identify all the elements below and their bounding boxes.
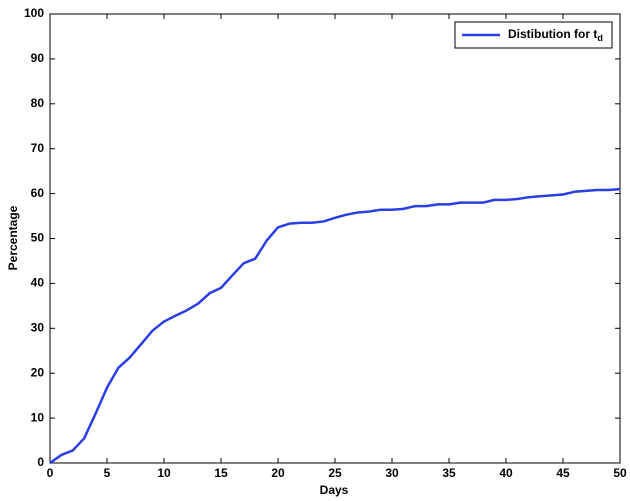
x-tick-label: 50 bbox=[613, 466, 627, 480]
y-tick-label: 20 bbox=[31, 365, 45, 379]
x-tick-label: 10 bbox=[157, 466, 171, 480]
y-axis-label: Percentage bbox=[6, 205, 20, 270]
x-tick-label: 30 bbox=[385, 466, 399, 480]
y-tick-label: 40 bbox=[31, 276, 45, 290]
legend-label: Distibution for td bbox=[508, 27, 603, 43]
plot-frame bbox=[49, 13, 621, 464]
y-tick-label: 30 bbox=[31, 320, 45, 334]
x-tick-label: 5 bbox=[104, 466, 111, 480]
x-tick-label: 20 bbox=[271, 466, 285, 480]
x-tick-label: 25 bbox=[328, 466, 342, 480]
y-tick-label: 70 bbox=[31, 141, 45, 155]
x-tick-label: 45 bbox=[556, 466, 570, 480]
x-tick-label: 15 bbox=[214, 466, 228, 480]
x-tick-label: 35 bbox=[442, 466, 456, 480]
y-tick-label: 0 bbox=[37, 455, 44, 469]
y-tick-label: 10 bbox=[31, 410, 45, 424]
x-tick-label: 40 bbox=[499, 466, 513, 480]
y-tick-label: 90 bbox=[31, 51, 45, 65]
y-tick-label: 80 bbox=[31, 96, 45, 110]
y-tick-label: 60 bbox=[31, 186, 45, 200]
data-line bbox=[49, 187, 621, 465]
x-tick-label: 0 bbox=[47, 466, 54, 480]
y-tick-label: 100 bbox=[24, 6, 44, 20]
y-tick-label: 50 bbox=[31, 231, 45, 245]
x-axis-label: Days bbox=[320, 483, 349, 497]
